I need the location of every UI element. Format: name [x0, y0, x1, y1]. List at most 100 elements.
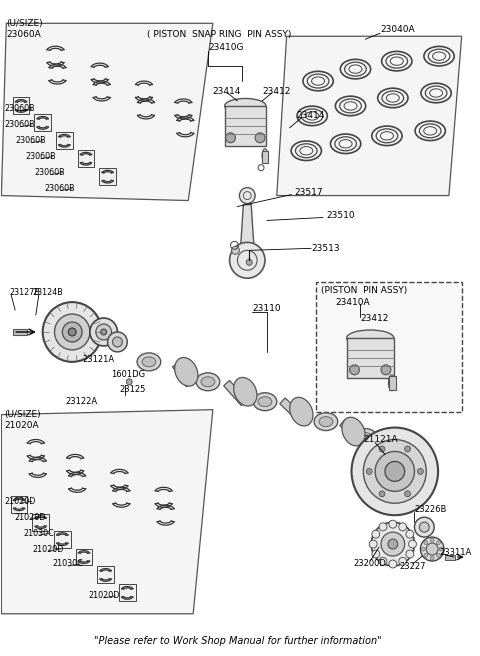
- Text: (U/SIZE): (U/SIZE): [6, 19, 43, 28]
- Text: 23060B: 23060B: [4, 120, 35, 129]
- Circle shape: [101, 329, 107, 335]
- Circle shape: [424, 554, 428, 558]
- Ellipse shape: [196, 373, 220, 391]
- Bar: [56, 133, 72, 150]
- Text: 23414: 23414: [297, 112, 325, 121]
- Text: 23060B: 23060B: [45, 184, 75, 193]
- Text: 21020D: 21020D: [88, 591, 120, 600]
- Text: 23412: 23412: [262, 87, 290, 96]
- Circle shape: [385, 461, 405, 482]
- Circle shape: [90, 318, 118, 346]
- Polygon shape: [277, 36, 462, 195]
- Circle shape: [112, 337, 122, 347]
- Text: 23110: 23110: [252, 304, 281, 313]
- Circle shape: [405, 491, 410, 497]
- Circle shape: [62, 322, 82, 342]
- Text: 23414: 23414: [213, 87, 241, 96]
- Circle shape: [231, 247, 240, 255]
- Text: 23513: 23513: [311, 244, 340, 253]
- Circle shape: [126, 379, 132, 385]
- Text: 23060B: 23060B: [35, 168, 65, 177]
- Text: 21020D: 21020D: [14, 513, 46, 522]
- Ellipse shape: [201, 377, 215, 387]
- Ellipse shape: [388, 375, 396, 391]
- Circle shape: [349, 365, 360, 375]
- Ellipse shape: [262, 149, 268, 163]
- Ellipse shape: [137, 353, 161, 371]
- Text: 23200D: 23200D: [353, 560, 386, 569]
- Polygon shape: [240, 205, 254, 251]
- Circle shape: [389, 560, 397, 568]
- Circle shape: [372, 550, 380, 558]
- Circle shape: [430, 556, 434, 560]
- Text: 23227: 23227: [400, 562, 426, 571]
- Ellipse shape: [258, 397, 272, 407]
- Ellipse shape: [314, 413, 338, 430]
- Circle shape: [240, 188, 255, 203]
- Text: 23410G: 23410G: [208, 43, 243, 52]
- Text: 23226B: 23226B: [414, 504, 447, 514]
- Circle shape: [363, 440, 426, 503]
- Text: 23060B: 23060B: [4, 104, 35, 113]
- Circle shape: [424, 541, 428, 544]
- Circle shape: [55, 314, 90, 350]
- Circle shape: [406, 530, 414, 538]
- Bar: [347, 338, 394, 378]
- Circle shape: [375, 451, 414, 491]
- Text: 23060A: 23060A: [6, 30, 41, 39]
- Circle shape: [389, 520, 397, 528]
- Text: 21121A: 21121A: [363, 435, 398, 444]
- Circle shape: [379, 446, 385, 452]
- Circle shape: [351, 428, 438, 515]
- Text: 23121A: 23121A: [82, 356, 114, 364]
- Ellipse shape: [342, 417, 365, 446]
- Circle shape: [68, 328, 76, 336]
- Bar: [340, 420, 361, 441]
- Text: (U/SIZE): (U/SIZE): [4, 410, 41, 419]
- Text: 21020D: 21020D: [33, 544, 64, 554]
- Text: 23040A: 23040A: [380, 25, 415, 33]
- Circle shape: [366, 468, 372, 474]
- Bar: [11, 496, 27, 513]
- Text: 23412: 23412: [360, 314, 389, 323]
- Bar: [225, 106, 266, 146]
- Circle shape: [108, 332, 127, 352]
- Circle shape: [379, 558, 387, 565]
- Circle shape: [372, 530, 380, 538]
- Bar: [76, 548, 92, 565]
- Bar: [35, 114, 51, 131]
- Ellipse shape: [353, 428, 377, 447]
- Bar: [224, 380, 247, 405]
- Circle shape: [418, 468, 423, 474]
- Circle shape: [379, 523, 387, 531]
- Bar: [32, 514, 49, 531]
- Circle shape: [414, 517, 434, 537]
- Circle shape: [226, 133, 236, 143]
- Text: 23122A: 23122A: [65, 397, 97, 406]
- Circle shape: [421, 547, 425, 551]
- Circle shape: [406, 550, 414, 558]
- Text: 23125: 23125: [120, 385, 146, 394]
- Text: ( PISTON  SNAP RING  PIN ASSY): ( PISTON SNAP RING PIN ASSY): [147, 30, 291, 39]
- Polygon shape: [1, 409, 213, 614]
- Text: 23410A: 23410A: [336, 298, 371, 306]
- Circle shape: [96, 324, 111, 340]
- Circle shape: [246, 259, 252, 265]
- Circle shape: [255, 133, 265, 143]
- Bar: [78, 150, 95, 167]
- Text: 21020A: 21020A: [4, 421, 39, 430]
- Ellipse shape: [359, 432, 372, 443]
- Ellipse shape: [225, 98, 266, 113]
- Ellipse shape: [290, 398, 313, 426]
- Ellipse shape: [253, 393, 277, 411]
- Circle shape: [229, 242, 265, 278]
- Text: 23127B: 23127B: [9, 287, 40, 297]
- Text: 21030C: 21030C: [52, 560, 84, 569]
- Text: 1601DG: 1601DG: [111, 370, 145, 379]
- Circle shape: [436, 554, 441, 558]
- Circle shape: [371, 522, 414, 566]
- Bar: [13, 329, 27, 335]
- Circle shape: [381, 532, 405, 556]
- Circle shape: [399, 523, 407, 531]
- Circle shape: [379, 491, 385, 497]
